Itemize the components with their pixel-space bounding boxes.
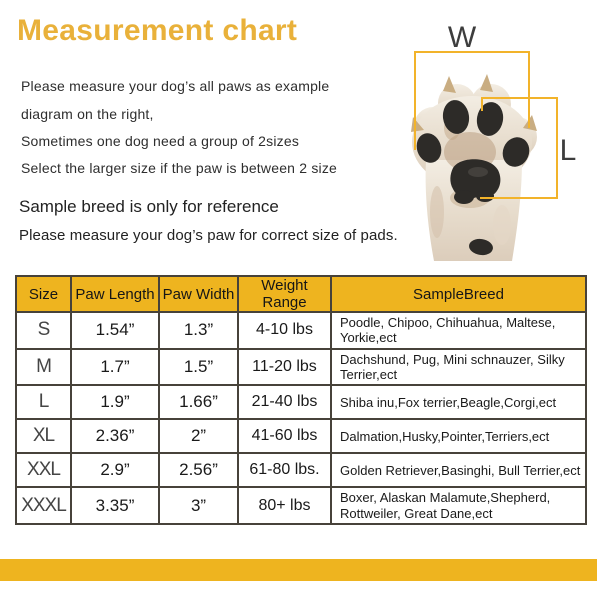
note-measure-paw: Please measure your dog’s paw for correc… (19, 227, 398, 244)
header-sample-breed: SampleBreed (330, 275, 587, 313)
weight-range-cell: 41-60 lbs (237, 418, 332, 455)
paw-length-cell: 1.9” (70, 384, 160, 421)
sample-breed-cell: Dalmation,Husky,Pointer,Terriers,ect (330, 418, 587, 455)
table-row-m: M 1.7” 1.5” 11-20 lbs Dachshund, Pug, Mi… (15, 347, 587, 387)
size-cell: XL (15, 418, 72, 455)
header-paw-length: Paw Length (70, 275, 160, 313)
table-row-xl: XL 2.36” 2” 41-60 lbs Dalmation,Husky,Po… (15, 418, 587, 455)
table-row-s: S 1.54” 1.3” 4-10 lbs Poodle, Chipoo, Ch… (15, 311, 587, 350)
size-cell: XXL (15, 452, 72, 489)
page-title: Measurement chart (17, 14, 298, 47)
sample-breed-cell: Shiba inu,Fox terrier,Beagle,Corgi,ect (330, 384, 587, 421)
size-cell: L (15, 384, 72, 421)
note-sample-breed: Sample breed is only for reference (19, 197, 279, 216)
paw-width-cell: 2” (158, 418, 239, 455)
weight-range-cell: 21-40 lbs (237, 384, 332, 421)
weight-range-cell: 11-20 lbs (237, 347, 332, 387)
sample-breed-cell: Poodle, Chipoo, Chihuahua, Maltese, York… (330, 311, 587, 350)
paw-pads (416, 100, 530, 256)
table-row-l: L 1.9” 1.66” 21-40 lbs Shiba inu,Fox ter… (15, 384, 587, 421)
length-measure-box (480, 97, 558, 199)
paw-length-cell: 2.36” (70, 418, 160, 455)
weight-range-cell: 61-80 lbs. (237, 452, 332, 489)
header-size: Size (15, 275, 72, 313)
size-cell: XXXL (15, 486, 72, 525)
size-chart-table: Size Paw Length Paw Width Weight Range S… (15, 275, 587, 525)
paw-length-cell: 1.54” (70, 311, 160, 350)
table-header-row: Size Paw Length Paw Width Weight Range S… (15, 275, 587, 313)
paw-width-cell: 1.5” (158, 347, 239, 387)
weight-range-cell: 4-10 lbs (237, 311, 332, 350)
size-cell: S (15, 311, 72, 350)
length-label: L (560, 134, 577, 167)
sample-breed-cell: Boxer, Alaskan Malamute,Shepherd, Rottwe… (330, 486, 587, 525)
paw-length-cell: 1.7” (70, 347, 160, 387)
header-paw-width: Paw Width (158, 275, 239, 313)
intro-line-2: diagram on the right, (21, 106, 154, 122)
table-row-xxl: XXL 2.9” 2.56” 61-80 lbs. Golden Retriev… (15, 452, 587, 489)
intro-line-1: Please measure your dog’s all paws as ex… (21, 78, 330, 94)
paw-width-cell: 3” (158, 486, 239, 525)
sample-breed-cell: Golden Retriever,Basinghi, Bull Terrier,… (330, 452, 587, 489)
table-row-xxxl: XXXL 3.35” 3” 80+ lbs Boxer, Alaskan Mal… (15, 486, 587, 525)
paw-length-cell: 3.35” (70, 486, 160, 525)
width-label: W (448, 21, 477, 54)
paw-width-cell: 1.3” (158, 311, 239, 350)
sample-breed-cell: Dachshund, Pug, Mini schnauzer, Silky Te… (330, 347, 587, 387)
weight-range-cell: 80+ lbs (237, 486, 332, 525)
size-cell: M (15, 347, 72, 387)
dog-paw-photo: W L (411, 21, 577, 261)
paw-width-cell: 2.56” (158, 452, 239, 489)
intro-line-4: Select the larger size if the paw is bet… (21, 160, 338, 176)
width-measure-box (414, 51, 530, 150)
intro-line-3: Sometimes one dog need a group of 2sizes (21, 133, 300, 149)
paw-length-cell: 2.9” (70, 452, 160, 489)
header-weight-range: Weight Range (237, 275, 332, 313)
bottom-accent-bar (0, 559, 597, 581)
paw-width-cell: 1.66” (158, 384, 239, 421)
